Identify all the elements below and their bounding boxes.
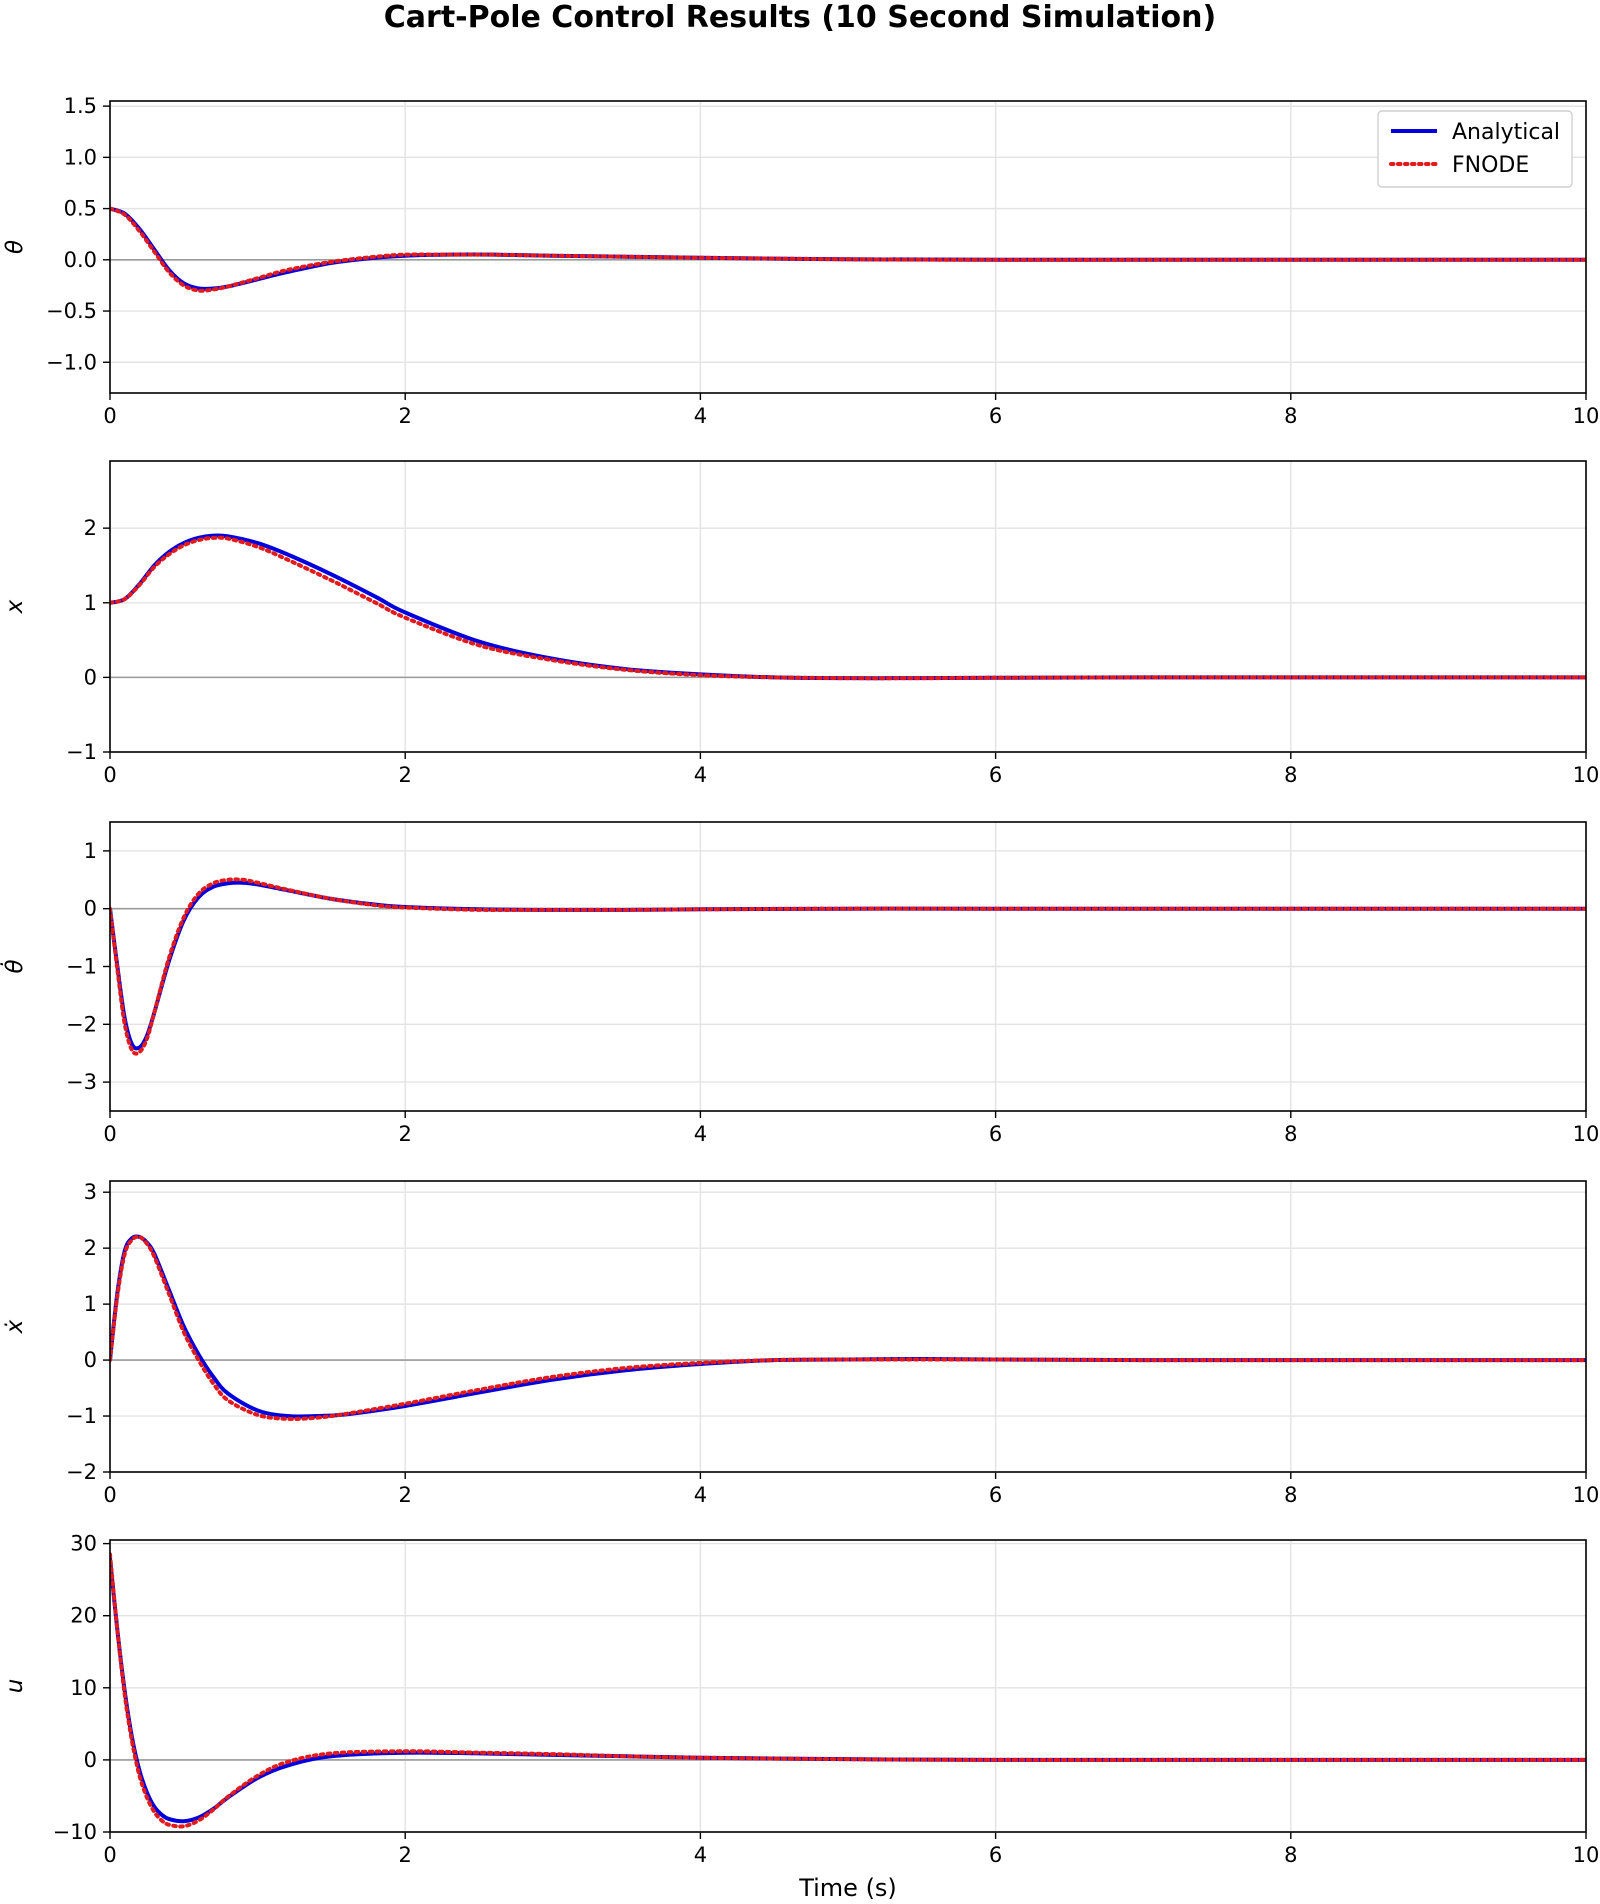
- y-tick-label: 20: [70, 1604, 97, 1628]
- y-tick-label: 2: [84, 516, 97, 540]
- x-tick-label: 8: [1284, 1122, 1297, 1146]
- panel-1: 0 2 4 6 8 10 1.5 1.0 0.5 0.0 −0.5 −1.0 θ: [2, 94, 1599, 428]
- fnode-series-line: [110, 1234, 1586, 1421]
- y-tick-label: −1.0: [46, 350, 97, 374]
- y-tick-label: 2: [84, 1236, 97, 1260]
- x-tick-label: 2: [399, 763, 412, 787]
- y-tick-label: 1: [84, 839, 97, 863]
- x-tick-label: 8: [1284, 404, 1297, 428]
- y-tick-label: 1.5: [64, 94, 97, 118]
- x-tick-label: 4: [694, 404, 707, 428]
- x-tick-label: 10: [1573, 1483, 1600, 1507]
- figure-title: Cart-Pole Control Results (10 Second Sim…: [383, 0, 1217, 35]
- x-tick-label: 8: [1284, 763, 1297, 787]
- y-tick-label: −2: [66, 1460, 97, 1484]
- y-tick-label: 3: [84, 1180, 97, 1204]
- x-tick-label: 4: [694, 763, 707, 787]
- x-tick-label: 4: [694, 1483, 707, 1507]
- y-tick-label: −10: [53, 1820, 97, 1844]
- y-tick-label: 1: [84, 1292, 97, 1316]
- legend-label-analytical: Analytical: [1452, 120, 1560, 145]
- x-tick-label: 8: [1284, 1483, 1297, 1507]
- x-tick-label: 0: [103, 1843, 116, 1867]
- x-tick-label: 6: [989, 1483, 1002, 1507]
- y-tick-label: 0.0: [64, 248, 97, 272]
- x-tick-label: 10: [1573, 1122, 1600, 1146]
- y-tick-label: 0: [84, 1748, 97, 1772]
- x-tick-label: 2: [399, 1122, 412, 1146]
- y-tick-label: 0: [84, 1348, 97, 1372]
- x-tick-label: 2: [399, 1483, 412, 1507]
- panel-frame: [109, 1180, 1587, 1473]
- y-tick-label: −1: [66, 1404, 97, 1428]
- legend-label-fnode: FNODE: [1452, 153, 1529, 178]
- panel-frame: [109, 821, 1587, 1112]
- x-tick-label: 0: [103, 404, 116, 428]
- y-tick-label: −1: [66, 740, 97, 764]
- panel-frame: [109, 100, 1587, 394]
- x-tick-label: 10: [1573, 763, 1600, 787]
- fnode-series-line: [110, 1552, 1586, 1829]
- panel-frame: [109, 1539, 1587, 1833]
- x-tick-label: 0: [103, 763, 116, 787]
- y-axis-label: x: [2, 599, 28, 614]
- fnode-series-line: [110, 877, 1586, 1056]
- x-axis-label: Time (s): [798, 1874, 897, 1902]
- y-axis-label: u: [2, 1679, 28, 1694]
- x-tick-label: 10: [1573, 1843, 1600, 1867]
- x-tick-label: 2: [399, 1843, 412, 1867]
- panel-frame: [109, 460, 1587, 753]
- analytical-series-line: [110, 1234, 1586, 1419]
- analytical-series-line: [110, 206, 1586, 291]
- x-tick-label: 0: [103, 1122, 116, 1146]
- y-tick-label: 0: [84, 665, 97, 689]
- y-tick-label: 1.0: [64, 145, 97, 169]
- x-tick-label: 6: [989, 763, 1002, 787]
- y-tick-label: −0.5: [46, 299, 97, 323]
- x-tick-label: 8: [1284, 1843, 1297, 1867]
- fnode-series-line: [110, 206, 1586, 293]
- y-axis-label: ẋ: [2, 1319, 28, 1334]
- fnode-series-line: [110, 535, 1586, 681]
- legend: Analytical FNODE: [1377, 110, 1573, 188]
- y-tick-label: 10: [70, 1676, 97, 1700]
- analytical-series-line: [110, 1557, 1586, 1824]
- x-tick-label: 6: [989, 1122, 1002, 1146]
- y-tick-label: 0.5: [64, 197, 97, 221]
- x-tick-label: 4: [694, 1843, 707, 1867]
- x-tick-label: 4: [694, 1122, 707, 1146]
- x-tick-label: 0: [103, 1483, 116, 1507]
- x-tick-label: 10: [1573, 404, 1600, 428]
- x-tick-label: 6: [989, 404, 1002, 428]
- y-tick-label: −2: [66, 1012, 97, 1036]
- y-axis-label: θ̇: [0, 959, 28, 973]
- y-tick-label: 30: [70, 1532, 97, 1556]
- y-tick-label: −3: [66, 1070, 97, 1094]
- analytical-series-line: [110, 533, 1586, 681]
- x-tick-label: 2: [399, 404, 412, 428]
- y-tick-label: 0: [84, 897, 97, 921]
- y-tick-label: −1: [66, 955, 97, 979]
- y-axis-label: θ: [2, 240, 28, 254]
- x-tick-label: 6: [989, 1843, 1002, 1867]
- y-tick-label: 1: [84, 591, 97, 615]
